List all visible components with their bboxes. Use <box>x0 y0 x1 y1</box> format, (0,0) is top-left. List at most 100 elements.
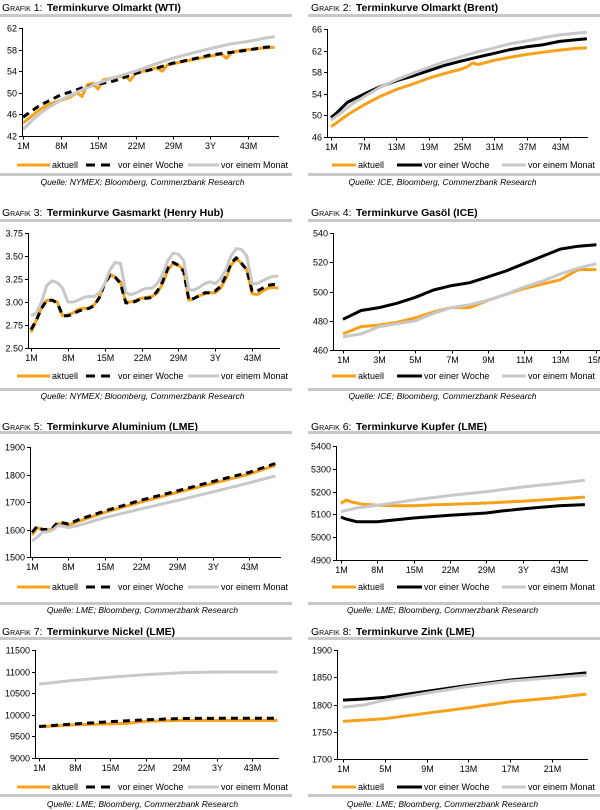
figure-label: Grafik 3: <box>2 207 43 219</box>
y-tick-label: 1800 <box>312 701 332 711</box>
legend-swatch-vor-einem-monat <box>502 785 526 789</box>
x-tick-label: 29M <box>478 565 496 575</box>
x-tick-label: 43M <box>551 565 569 575</box>
legend-item-aktuell: aktuell <box>17 370 78 382</box>
legend-swatch-vor-einer-woche <box>86 585 116 589</box>
x-tick-label: 1M <box>17 141 30 151</box>
x-tick-label: 11M <box>516 355 533 365</box>
x-tick-label: 8M <box>62 353 75 363</box>
x-tick-label: 15M <box>588 355 600 365</box>
legend-label: vor einem Monat <box>528 160 596 170</box>
chart-title-text: Terminkurve Olmarkt (WTI) <box>46 2 181 14</box>
legend-swatch-vor-einer-woche <box>397 163 422 167</box>
legend-item-vor-einer-woche: vor einer Woche <box>86 159 183 171</box>
y-tick-label: 2.75 <box>5 321 23 331</box>
y-tick-label: 1900 <box>312 646 332 656</box>
y-tick-label: 58 <box>312 68 322 78</box>
legend-item-aktuell: aktuell <box>17 781 78 793</box>
y-tick-label: 3.25 <box>5 275 23 285</box>
x-tick-label: 43M <box>244 353 262 363</box>
series-line-vor-einer-woche <box>38 716 278 728</box>
y-tick-label: 50 <box>312 111 322 121</box>
chart-legend: aktuell vor einer Woche vor einem Monat <box>0 159 293 171</box>
series-group <box>330 30 588 128</box>
legend-label: vor einer Woche <box>118 782 184 792</box>
legend-item-vor-einem-monat: vor einem Monat <box>502 781 595 793</box>
x-tick-label: 1M <box>337 355 350 365</box>
series-line-aktuell <box>340 495 586 508</box>
series-line-vor-einer-woche <box>330 37 588 119</box>
chart-source: Quelle: NYMEX; Bloomberg, Commerzbank Re… <box>40 177 245 187</box>
chart-title-text: Terminkurve Nickel (LME) <box>46 626 176 638</box>
legend-swatch-vor-einer-woche <box>86 785 116 789</box>
y-tick-label: 5300 <box>311 465 331 475</box>
title-divider <box>308 14 600 17</box>
y-tick-label: 10000 <box>5 711 30 721</box>
x-tick-label: 7M <box>358 142 371 152</box>
series-line-aktuell <box>29 257 279 334</box>
y-tick-label: 1600 <box>5 526 25 536</box>
legend-item-aktuell: aktuell <box>17 159 78 171</box>
x-tick-label: 8M <box>69 763 82 773</box>
x-tick-label: 15M <box>102 763 120 773</box>
chart-legend: aktuell vor einer Woche vor einem Monat <box>300 159 600 171</box>
source-divider <box>308 173 600 176</box>
x-tick-label: 3Y <box>208 562 219 572</box>
title-divider <box>308 219 600 222</box>
figure-label: Grafik 2: <box>311 2 352 14</box>
line-chart-brent: 46 50 54 58 62 66 1M 7M 13M 19M 25M 31M 37M 43M <box>312 25 588 152</box>
legend-swatch-vor-einem-monat <box>188 585 219 589</box>
legend-swatch-vor-einem-monat <box>188 785 219 789</box>
source-divider <box>0 794 292 797</box>
legend-label: aktuell <box>52 160 79 170</box>
legend-label: vor einer Woche <box>424 371 490 381</box>
y-tick-label: 1850 <box>312 673 332 683</box>
x-tick-label: 22M <box>133 562 151 572</box>
y-tick-label: 46 <box>7 110 17 120</box>
chart-source: Quelle: NYMEX; Bloomberg, Commerzbank Re… <box>40 391 245 401</box>
line-chart-nickel: 9000 9500 10000 10500 11000 11500 1M 8M 15M 22M 29… <box>5 646 279 773</box>
legend-label: aktuell <box>52 582 79 592</box>
series-line-vor-einem-monat <box>30 247 279 318</box>
series-group <box>342 243 597 339</box>
legend-swatch-vor-einer-woche <box>86 163 116 167</box>
x-tick-label: 9M <box>482 355 495 365</box>
line-chart-henry-hub: 2.50 2.75 3.00 3.25 3.50 3.75 1M 8M 15M 22M 29M 3Y 4… <box>5 229 280 363</box>
legend-swatch-aktuell <box>17 163 50 167</box>
y-tick-label: 5100 <box>311 510 331 520</box>
chart-title-text: Terminkurve Gasöl (ICE) <box>355 207 478 219</box>
y-tick-label: 5200 <box>311 488 331 498</box>
y-tick-label: 3.75 <box>5 229 23 239</box>
series-line-vor-einer-woche <box>340 503 585 524</box>
y-tick-label: 520 <box>313 258 328 268</box>
y-tick-label: 1800 <box>5 471 25 481</box>
x-tick-label: 22M <box>138 763 156 773</box>
chart-title-text: Terminkurve Olmarkt (Brent) <box>355 2 499 14</box>
x-tick-label: 29M <box>170 353 188 363</box>
x-tick-label: 43M <box>552 142 570 152</box>
legend-label: vor einem Monat <box>221 782 289 792</box>
legend-item-vor-einem-monat: vor einem Monat <box>188 781 288 793</box>
chart-title: Grafik 2: Terminkurve Olmarkt (Brent) <box>311 0 498 15</box>
series-line-aktuell <box>22 45 275 125</box>
legend-label: vor einem Monat <box>528 371 596 381</box>
series-line-aktuell <box>330 46 587 128</box>
line-chart-zink: 1700 1750 1800 1850 1900 1M 5M 9M 13M 17M 21M <box>312 646 588 774</box>
figure-label: Grafik 4: <box>311 207 352 219</box>
y-tick-label: 46 <box>312 133 322 143</box>
legend-swatch-vor-einer-woche <box>397 585 422 589</box>
chart-title-text: Terminkurve Zink (LME) <box>355 626 475 638</box>
legend-label: vor einer Woche <box>118 582 184 592</box>
legend-item-vor-einer-woche: vor einer Woche <box>86 781 183 793</box>
y-tick-label: 3.00 <box>5 298 23 308</box>
source-divider <box>0 602 292 605</box>
y-tick-label: 62 <box>7 24 17 34</box>
legend-swatch-aktuell <box>332 785 356 789</box>
x-tick-label: 15M <box>90 141 108 151</box>
legend-label: aktuell <box>358 782 385 792</box>
series-group <box>22 35 275 131</box>
x-tick-label: 15M <box>406 565 424 575</box>
series-line-aktuell <box>342 268 597 336</box>
x-tick-label: 13M <box>552 355 570 365</box>
legend-label: vor einem Monat <box>528 582 596 592</box>
